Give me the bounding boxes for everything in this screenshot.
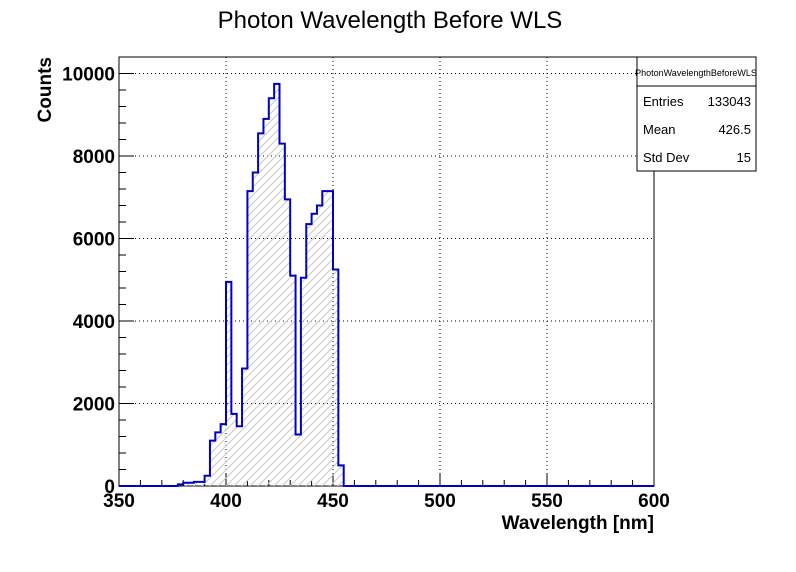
stats-label-stddev: Std Dev (643, 150, 690, 165)
y-tick-label: 0 (104, 477, 115, 498)
histogram-fill (119, 83, 654, 486)
y-tick-label: 6000 (73, 230, 115, 251)
x-tick-label: 500 (424, 491, 456, 512)
y-tick-label: 10000 (62, 65, 115, 86)
histogram-line (119, 82, 654, 487)
y-axis-label: Counts (35, 57, 56, 122)
x-tick-label: 350 (103, 491, 135, 512)
stats-histogram-name: PhotonWavelengthBeforeWLS (635, 68, 757, 78)
x-tick-label: 600 (638, 491, 670, 512)
y-tick-label: 2000 (73, 395, 115, 416)
stats-label-entries: Entries (643, 94, 684, 109)
stats-box-frame (636, 56, 757, 172)
y-tick-label: 8000 (73, 147, 115, 168)
x-tick-label: 450 (317, 491, 349, 512)
stats-value-mean: 426.5 (718, 122, 751, 137)
stats-value-entries: 133043 (708, 94, 751, 109)
stats-label-mean: Mean (643, 122, 676, 137)
x-tick-label: 550 (531, 491, 563, 512)
x-axis-label: Wavelength [nm] (502, 513, 654, 534)
x-tick-label: 400 (210, 491, 242, 512)
y-tick-label: 4000 (73, 312, 115, 333)
stats-box: PhotonWavelengthBeforeWLS Entries 133043… (635, 56, 757, 172)
grid-lines (119, 57, 654, 486)
plot-frame (118, 56, 655, 487)
axis-ticks (118, 56, 655, 487)
stats-value-stddev: 15 (737, 150, 751, 165)
chart-title: Photon Wavelength Before WLS (218, 7, 563, 34)
